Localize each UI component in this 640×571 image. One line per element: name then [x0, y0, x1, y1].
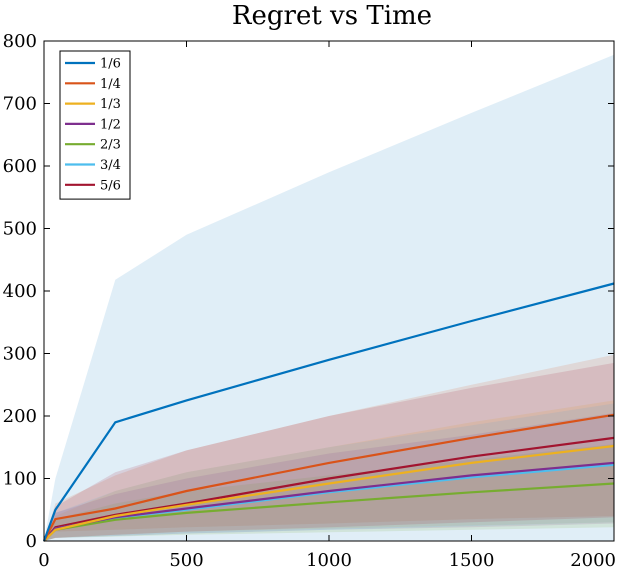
x-tick-label: 1500: [449, 550, 495, 571]
x-tick-label: 1000: [306, 550, 352, 571]
legend-box: [59, 50, 131, 200]
y-tick-label: 300: [3, 344, 37, 365]
band-1-4: [44, 354, 614, 541]
y-tick-label: 200: [3, 406, 37, 427]
legend-label: 2/3: [100, 138, 121, 153]
y-tick-label: 700: [3, 94, 37, 115]
series-line-5-6: [43, 436, 615, 542]
y-axis: 0 100 200 300 400 500 600 700 800: [3, 31, 614, 552]
y-tick-label: 400: [3, 281, 37, 302]
band-5-6: [44, 362, 614, 541]
x-tick-label: 500: [169, 550, 203, 571]
legend-label: 1/6: [100, 57, 121, 72]
series-line-1-2: [43, 461, 615, 542]
series-line-1-3: [43, 444, 615, 542]
legend-label: 1/4: [100, 77, 121, 92]
legend: 1/6 1/4 1/3 1/2 2/3 3/4 5/6: [59, 50, 131, 200]
legend-label: 1/3: [100, 97, 121, 112]
y-tick-label: 800: [3, 31, 37, 52]
legend-label: 1/2: [100, 117, 121, 132]
x-tick-label: 2000: [570, 550, 616, 571]
legend-label: 3/4: [100, 158, 121, 173]
y-tick-label: 100: [3, 469, 37, 490]
x-tick-label: 0: [38, 550, 49, 571]
y-tick-label: 0: [26, 531, 37, 552]
series-line-1-4: [43, 413, 615, 542]
legend-label: 5/6: [100, 178, 121, 193]
y-tick-label: 500: [3, 219, 37, 240]
chart-title: Regret vs Time: [232, 1, 432, 31]
band-1-6: [44, 54, 614, 542]
series-lines: [42, 282, 615, 542]
x-axis: 0 500 1000 1500 2000: [38, 41, 616, 571]
y-tick-label: 600: [3, 156, 37, 177]
series-line-1-6: [42, 282, 615, 542]
